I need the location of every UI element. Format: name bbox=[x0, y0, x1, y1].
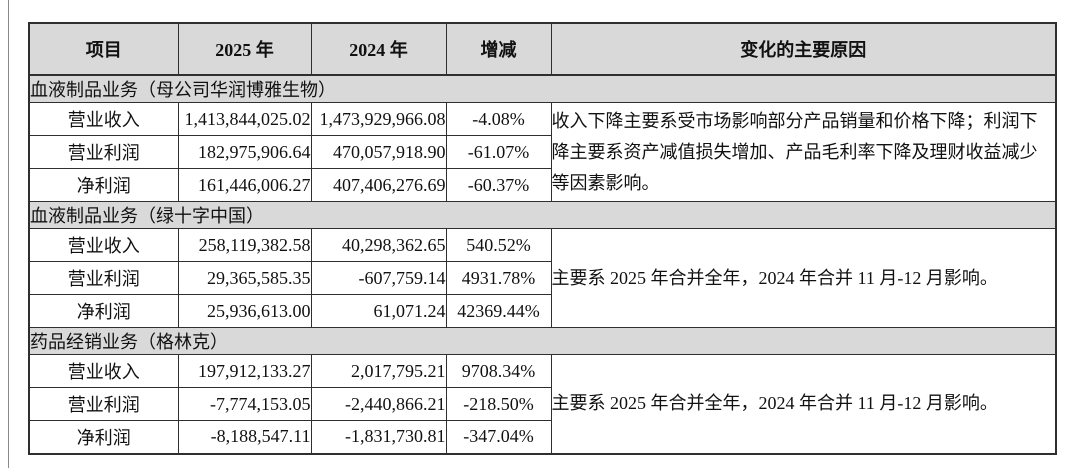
item-cell: 营业收入 bbox=[28, 354, 179, 388]
change-cell: 42369.44% bbox=[445, 294, 552, 328]
value-2025-cell: -7,774,153.05 bbox=[177, 387, 312, 421]
value-2025-cell: 161,446,006.27 bbox=[177, 168, 312, 202]
table-row: 营业利润 182,975,906.64 470,057,918.90 -61.0… bbox=[28, 135, 1056, 169]
header-change: 增减 bbox=[445, 22, 552, 76]
value-2024-cell: -2,440,866.21 bbox=[310, 387, 447, 421]
table-row: 营业收入 258,119,382.58 40,298,362.65 540.52… bbox=[28, 228, 1057, 328]
header-2025: 2025 年 bbox=[177, 22, 312, 76]
section-title: 血液制品业务（母公司华润博雅生物） bbox=[28, 74, 1057, 103]
reason-cell: 主要系 2025 年合并全年，2024 年合并 11 月-12 月影响。 bbox=[550, 354, 1057, 454]
header-item: 项目 bbox=[28, 22, 179, 76]
item-cell: 净利润 bbox=[28, 294, 179, 328]
value-2024-cell: -1,831,730.81 bbox=[310, 420, 447, 454]
change-cell: -4.08% bbox=[445, 102, 552, 136]
value-2024-cell: 40,298,362.65 bbox=[310, 228, 447, 262]
change-cell: -218.50% bbox=[445, 387, 552, 421]
table-row: 净利润 -8,188,547.11 -1,831,730.81 -347.04% bbox=[28, 420, 1056, 454]
value-2025-cell: 197,912,133.27 bbox=[177, 354, 312, 388]
value-2025-cell: 182,975,906.64 bbox=[177, 135, 312, 169]
value-2024-cell: 2,017,795.21 bbox=[310, 354, 447, 388]
value-2024-cell: 407,406,276.69 bbox=[310, 168, 447, 202]
change-cell: -61.07% bbox=[445, 135, 552, 169]
item-cell: 净利润 bbox=[28, 168, 179, 202]
item-cell: 营业收入 bbox=[28, 228, 179, 262]
section-title: 血液制品业务（绿十字中国） bbox=[28, 201, 1057, 229]
table-row: 营业利润 -7,774,153.05 -2,440,866.21 -218.50… bbox=[28, 387, 1056, 421]
section-title-row: 血液制品业务（绿十字中国） bbox=[28, 201, 1057, 229]
change-cell: -347.04% bbox=[445, 420, 552, 454]
table-row: 营业利润 29,365,585.35 -607,759.14 4931.78% bbox=[28, 261, 1056, 295]
change-cell: 4931.78% bbox=[445, 261, 552, 295]
value-2025-cell: 25,936,613.00 bbox=[177, 294, 312, 328]
value-2024-cell: 470,057,918.90 bbox=[310, 135, 447, 169]
header-2024: 2024 年 bbox=[310, 22, 447, 76]
item-cell: 净利润 bbox=[28, 420, 179, 454]
value-2024-cell: 1,473,929,966.08 bbox=[310, 102, 447, 136]
value-2025-cell: 258,119,382.58 bbox=[177, 228, 312, 262]
item-cell: 营业利润 bbox=[28, 135, 179, 169]
page-left-border-line bbox=[8, 0, 9, 468]
value-2025-cell: 1,413,844,025.02 bbox=[177, 102, 312, 136]
item-cell: 营业利润 bbox=[28, 261, 179, 295]
header-reason: 变化的主要原因 bbox=[550, 22, 1057, 76]
table-row: 净利润 25,936,613.00 61,071.24 42369.44% bbox=[28, 294, 1056, 328]
table-header-row: 项目 2025 年 2024 年 增减 变化的主要原因 bbox=[28, 22, 1057, 76]
item-cell: 营业利润 bbox=[28, 387, 179, 421]
section-title-row: 药品经销业务（格林克） bbox=[28, 327, 1057, 355]
reason-cell: 主要系 2025 年合并全年，2024 年合并 11 月-12 月影响。 bbox=[550, 228, 1057, 328]
table-row: 净利润 161,446,006.27 407,406,276.69 -60.37… bbox=[28, 168, 1056, 202]
value-2024-cell: 61,071.24 bbox=[310, 294, 447, 328]
reason-cell: 收入下降主要系受市场影响部分产品销量和价格下降；利润下降主要系资产减值损失增加、… bbox=[550, 102, 1057, 202]
table-row: 营业收入 1,413,844,025.02 1,473,929,966.08 -… bbox=[28, 102, 1057, 202]
change-cell: 9708.34% bbox=[445, 354, 552, 388]
change-cell: -60.37% bbox=[445, 168, 552, 202]
value-2025-cell: -8,188,547.11 bbox=[177, 420, 312, 454]
value-2025-cell: 29,365,585.35 bbox=[177, 261, 312, 295]
section-title-row: 血液制品业务（母公司华润博雅生物） bbox=[28, 74, 1057, 103]
value-2024-cell: -607,759.14 bbox=[310, 261, 447, 295]
change-cell: 540.52% bbox=[445, 228, 552, 262]
table-row: 营业收入 197,912,133.27 2,017,795.21 9708.34… bbox=[28, 354, 1057, 454]
item-cell: 营业收入 bbox=[28, 102, 179, 136]
section-title: 药品经销业务（格林克） bbox=[28, 327, 1057, 355]
financial-comparison-table: 项目 2025 年 2024 年 增减 变化的主要原因 血液制品业务（母公司华润… bbox=[28, 22, 1057, 455]
